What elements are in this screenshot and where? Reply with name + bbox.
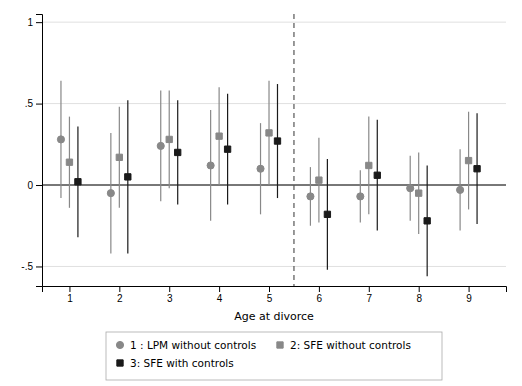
legend-label: 2: SFE without controls — [290, 339, 411, 351]
x-axis-line — [43, 287, 507, 293]
point — [416, 190, 422, 196]
y-tick-mark — [36, 22, 42, 23]
x-tick-label: 8 — [416, 293, 422, 304]
point — [216, 133, 222, 139]
y-axis-line — [36, 15, 43, 287]
y-tick-mark — [36, 104, 42, 105]
x-tick-label: 2 — [117, 293, 123, 304]
y-tick: 1 — [27, 17, 42, 28]
point — [207, 162, 214, 169]
x-tick-mark — [269, 286, 270, 292]
x-axis: 1 2 3 4 5 6 7 8 9 — [43, 286, 507, 304]
x-tick-label: 7 — [367, 293, 373, 304]
grid-line — [42, 22, 506, 23]
x-tick-label: 3 — [167, 293, 173, 304]
point — [224, 146, 230, 152]
reference-line — [293, 14, 294, 286]
grid-line — [42, 103, 506, 104]
point — [316, 177, 322, 183]
point — [57, 136, 64, 143]
y-tick: .5 — [25, 98, 42, 109]
y-tick-label: .5 — [25, 98, 34, 109]
legend-swatch — [277, 342, 283, 348]
x-tick-mark — [419, 286, 420, 292]
chart-svg: 1 2 3 4 5 6 7 8 9 -.5 0 .5 1 Age at divorce 1 : LPM wi… — [0, 0, 522, 386]
x-axis-title: Age at divorce — [234, 310, 314, 323]
y-tick-label: 0 — [27, 180, 33, 191]
x-tick: 2 — [117, 286, 123, 304]
x-tick-mark — [69, 286, 70, 292]
legend-item: 1 : LPM without controls — [116, 339, 256, 351]
legend: 1 : LPM without controls 2: SFE without c… — [106, 332, 442, 380]
x-tick-label: 1 — [67, 293, 73, 304]
x-tick: 3 — [167, 286, 173, 304]
point — [66, 159, 72, 165]
point — [116, 154, 122, 160]
legend-frame — [106, 332, 442, 380]
point — [274, 138, 280, 144]
point — [474, 166, 480, 172]
point — [366, 162, 372, 168]
point — [266, 130, 272, 136]
x-tick: 4 — [217, 286, 223, 304]
x-tick: 6 — [317, 286, 323, 304]
x-tick-label: 5 — [267, 293, 273, 304]
point — [257, 165, 264, 172]
x-tick-mark — [469, 286, 470, 292]
point — [357, 193, 364, 200]
y-tick-mark — [36, 185, 42, 186]
x-tick-label: 4 — [217, 293, 223, 304]
legend-swatch — [116, 341, 123, 348]
point — [457, 186, 464, 193]
x-tick: 1 — [67, 286, 73, 304]
series-1 — [66, 81, 471, 234]
y-tick-label: -.5 — [21, 261, 33, 272]
x-tick: 7 — [367, 286, 373, 304]
point — [75, 179, 81, 185]
x-tick-mark — [169, 286, 170, 292]
y-tick-mark — [36, 266, 42, 267]
x-tick: 5 — [267, 286, 273, 304]
series-0 — [57, 81, 463, 254]
series-2 — [75, 84, 480, 276]
x-tick-label: 9 — [466, 293, 472, 304]
x-tick-mark — [119, 286, 120, 292]
y-axis: -.5 0 .5 1 — [21, 15, 42, 287]
grid — [42, 22, 506, 266]
plot-root: 1 2 3 4 5 6 7 8 9 -.5 0 .5 1 Age at divorce 1 : LPM wi… — [21, 14, 506, 380]
point — [125, 174, 131, 180]
reference-line — [42, 184, 506, 185]
legend-label: 3: SFE with controls — [130, 357, 234, 369]
legend-item: 3: SFE with controls — [117, 357, 234, 369]
point — [374, 172, 380, 178]
y-tick: -.5 — [21, 261, 42, 272]
x-tick: 9 — [466, 286, 472, 304]
point — [465, 157, 471, 163]
y-tick: 0 — [27, 180, 42, 191]
point — [424, 218, 430, 224]
x-tick-mark — [219, 286, 220, 292]
plot-area — [42, 14, 506, 286]
point — [157, 142, 164, 149]
point — [175, 149, 181, 155]
legend-swatch — [117, 360, 123, 366]
legend-label: 1 : LPM without controls — [130, 339, 256, 351]
grid-line — [42, 185, 506, 186]
point — [307, 193, 314, 200]
x-tick-mark — [369, 286, 370, 292]
point — [407, 185, 414, 192]
point — [166, 136, 172, 142]
y-tick-label: 1 — [27, 17, 33, 28]
x-tick: 8 — [416, 286, 422, 304]
legend-item: 2: SFE without controls — [277, 339, 411, 351]
x-tick-mark — [319, 286, 320, 292]
point — [324, 211, 330, 217]
grid-line — [42, 266, 506, 267]
x-tick-label: 6 — [317, 293, 323, 304]
point — [107, 190, 114, 197]
